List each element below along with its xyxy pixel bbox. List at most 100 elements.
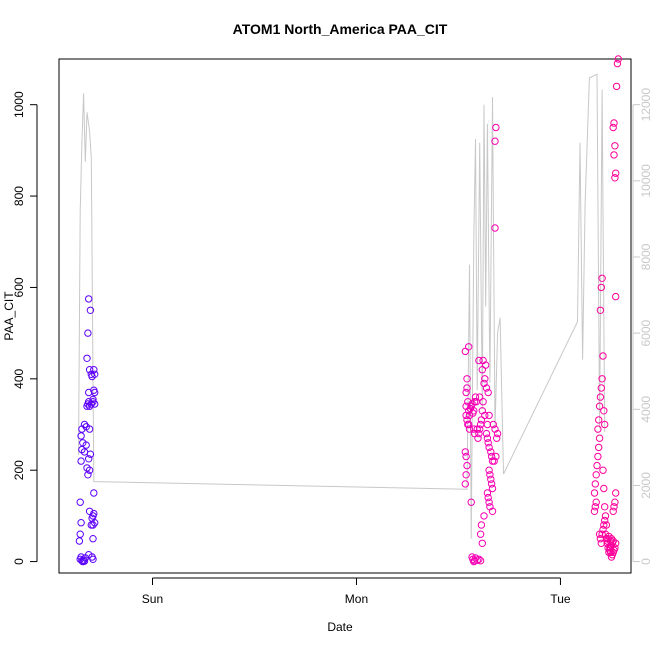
data-point	[489, 420, 497, 429]
data-point	[463, 461, 471, 470]
data-point	[492, 452, 500, 461]
data-point	[80, 557, 89, 565]
data-point	[476, 530, 485, 538]
y-axis-label: PAA_CIT	[2, 291, 16, 341]
data-point	[475, 429, 483, 438]
data-point	[82, 441, 90, 449]
data-point	[612, 82, 621, 91]
data-point	[476, 425, 484, 433]
data-point	[592, 498, 600, 506]
data-point	[485, 466, 493, 474]
data-point	[89, 555, 97, 563]
data-point	[89, 398, 97, 406]
data-point	[86, 306, 95, 314]
data-point	[613, 59, 622, 68]
data-point	[493, 434, 501, 442]
data-point	[90, 489, 98, 497]
data-point	[590, 489, 599, 497]
data-point	[485, 498, 493, 506]
data-point	[477, 416, 486, 424]
data-point	[612, 292, 620, 301]
data-point	[487, 475, 495, 483]
data-point	[610, 119, 618, 127]
data-point	[485, 411, 493, 420]
data-point	[485, 443, 493, 452]
data-point	[486, 471, 494, 479]
data-point	[84, 471, 92, 479]
data-point	[600, 484, 608, 493]
data-point	[591, 503, 599, 511]
data-point	[591, 480, 599, 488]
data-point	[477, 521, 486, 529]
plot-frame	[58, 58, 632, 574]
data-point	[85, 366, 94, 374]
data-point	[595, 416, 603, 424]
right-tick-label: 0	[639, 558, 650, 565]
right-tick-label: 10000	[639, 164, 650, 198]
data-point	[609, 507, 617, 515]
right-tick-label: 4000	[639, 396, 650, 423]
data-point	[476, 557, 485, 565]
left-y-axis: 0 200 400 600 800 1000	[12, 91, 38, 565]
data-point	[470, 407, 478, 415]
data-point	[601, 503, 609, 511]
data-point	[484, 388, 492, 397]
right-y-axis: 0 2000 4000 6000 8000 10000 12000	[632, 88, 650, 565]
data-point	[605, 532, 613, 541]
data-point	[483, 434, 492, 442]
data-point	[83, 402, 91, 410]
data-point	[482, 384, 491, 392]
left-tick-label: 1000	[12, 91, 26, 118]
data-point	[491, 425, 499, 433]
data-point	[484, 493, 492, 502]
data-point	[77, 519, 85, 527]
data-point	[462, 452, 470, 461]
data-point	[475, 356, 483, 365]
data-point	[476, 393, 484, 401]
data-point	[83, 354, 91, 362]
data-point	[85, 425, 94, 433]
data-point	[610, 151, 618, 159]
right-tick-label: 6000	[639, 319, 650, 346]
data-point	[463, 375, 471, 383]
left-tick-label: 0	[12, 558, 26, 565]
data-point	[91, 400, 99, 408]
data-point	[468, 400, 476, 408]
data-point	[599, 466, 607, 474]
data-point	[462, 388, 470, 397]
data-point	[89, 535, 97, 543]
data-point	[595, 402, 604, 410]
data-point	[611, 142, 619, 150]
data-point	[475, 555, 483, 563]
data-point	[75, 537, 84, 545]
data-point	[488, 507, 497, 515]
data-point	[492, 123, 500, 132]
data-point	[482, 429, 491, 438]
data-point	[465, 343, 473, 351]
data-point	[614, 55, 622, 63]
data-point	[596, 393, 605, 401]
data-point	[595, 434, 604, 442]
data-point	[76, 498, 84, 506]
data-point	[601, 516, 609, 525]
data-point	[598, 375, 606, 383]
data-point	[85, 455, 93, 463]
data-point	[610, 503, 618, 511]
right-tick-label: 12000	[639, 88, 650, 122]
data-point	[84, 329, 92, 337]
data-point	[598, 274, 606, 282]
data-point	[462, 471, 470, 479]
data-point	[471, 393, 480, 401]
data-point	[597, 283, 605, 292]
data-point	[465, 425, 474, 433]
data-point	[593, 461, 601, 470]
x-tick-label: Sun	[142, 592, 163, 606]
data-point	[592, 471, 600, 479]
data-point	[611, 498, 619, 506]
data-point	[483, 420, 492, 429]
line-series	[78, 73, 606, 539]
data-point	[612, 489, 620, 497]
x-tick-label: Mon	[345, 592, 368, 606]
data-point	[78, 445, 86, 454]
